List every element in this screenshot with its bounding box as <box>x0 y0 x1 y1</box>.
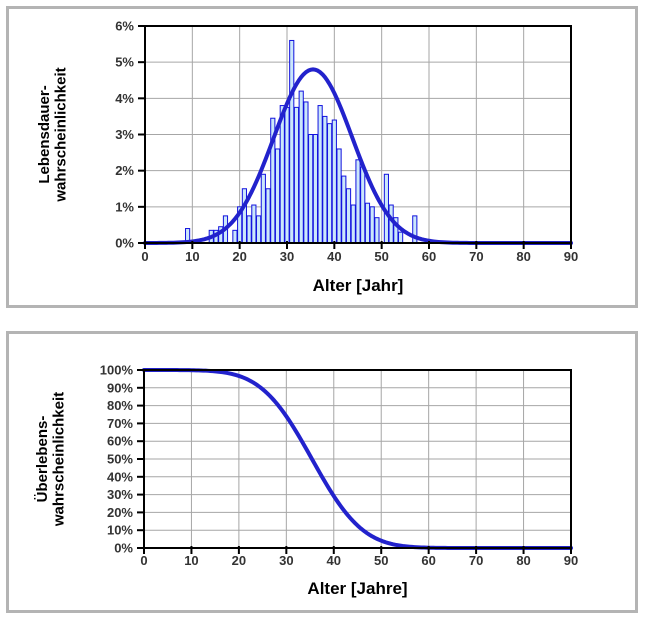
x-tick-label: 40 <box>327 553 341 568</box>
y-tick-label: 20% <box>107 505 133 520</box>
x-axis-tick-labels: 0 10 20 30 40 50 60 70 80 90 <box>140 553 578 568</box>
gridlines <box>144 370 571 548</box>
histogram-bar <box>345 188 352 244</box>
y-axis-title-group: Lebensdauer-wahrscheinlichkeit <box>36 67 70 202</box>
y-tick-label: 1% <box>115 199 134 214</box>
y-tick-label: 40% <box>107 469 133 484</box>
histogram-bar <box>256 215 262 244</box>
histogram-bar <box>388 204 394 244</box>
histogram-bars <box>185 39 418 244</box>
y-tick-label: 70% <box>107 416 133 431</box>
x-tick-label: 90 <box>564 553 578 568</box>
y-tick-label: 60% <box>107 434 133 449</box>
x-axis-title: Alter [Jahr] <box>313 276 404 295</box>
histogram-bar <box>246 215 252 244</box>
histogram-bar <box>303 101 309 244</box>
histogram-bar <box>308 134 314 244</box>
x-tick-label: 10 <box>184 553 198 568</box>
histogram-bar <box>260 173 266 244</box>
histogram-bar <box>241 188 247 244</box>
histogram-bar <box>374 217 380 244</box>
y-tick-label: 80% <box>107 398 133 413</box>
lifetime-probability-chart-panel: 0 10 20 30 40 50 60 70 80 90 0% 1% 2% 3% 4% 5% 6% Alter [… <box>6 6 638 308</box>
y-tick-label: 0% <box>114 541 133 556</box>
y-tick-label: 2% <box>115 163 134 178</box>
histogram-bar <box>312 134 318 244</box>
histogram-bar <box>327 123 333 244</box>
histogram-bar <box>364 202 371 244</box>
x-tick-label: 80 <box>516 553 530 568</box>
y-tick-label: 5% <box>115 55 134 70</box>
x-tick-label: 30 <box>279 553 293 568</box>
histogram-bar <box>274 148 281 244</box>
x-axis-tick-labels: 0 10 20 30 40 50 60 70 80 90 <box>141 249 578 264</box>
y-tick-label: 6% <box>115 19 134 34</box>
histogram-bar <box>322 115 328 244</box>
histogram-bar <box>369 206 375 244</box>
y-axis-title-line: wahrscheinlichkeit <box>53 67 70 202</box>
y-axis-tick-labels: 0% 1% 2% 3% 4% 5% 6% <box>115 19 134 251</box>
y-axis-title-line: Überlebens- <box>34 416 51 503</box>
x-tick-label: 40 <box>327 249 341 264</box>
y-axis-title-line: wahrscheinlichkeit <box>51 392 68 527</box>
lifetime-probability-chart: 0 10 20 30 40 50 60 70 80 90 0% 1% 2% 3% 4% 5% 6% Alter [… <box>36 19 578 296</box>
histogram-bar <box>279 105 285 244</box>
histogram-bar <box>350 204 356 244</box>
x-tick-label: 20 <box>232 553 246 568</box>
histogram-bar <box>336 148 342 244</box>
y-tick-label: 100% <box>100 363 134 378</box>
x-tick-label: 20 <box>232 249 246 264</box>
y-axis-ticks <box>138 25 145 244</box>
histogram-bar <box>317 105 323 244</box>
x-tick-label: 50 <box>374 249 388 264</box>
x-axis-ticks <box>143 546 572 554</box>
y-tick-label: 3% <box>115 127 134 142</box>
survival-probability-chart: 0 10 20 30 40 50 60 70 80 90 0% 10% 20% 30% 40% 50% 60% 7… <box>34 363 578 599</box>
histogram-bar <box>360 166 366 244</box>
y-tick-label: 0% <box>115 236 134 251</box>
survival-probability-chart-panel: 0 10 20 30 40 50 60 70 80 90 0% 10% 20% 30% 40% 50% 60% 7… <box>6 331 638 613</box>
y-axis-ticks <box>137 369 144 549</box>
histogram-bar <box>289 39 295 244</box>
histogram-bar <box>341 175 347 244</box>
histogram-bar <box>355 159 361 244</box>
y-axis-tick-labels: 0% 10% 20% 30% 40% 50% 60% 70% 80% 90% 100% <box>100 363 134 556</box>
x-tick-label: 70 <box>469 553 483 568</box>
histogram-bar <box>293 106 300 244</box>
histogram-bar <box>251 204 257 244</box>
histogram-bar <box>284 106 290 244</box>
y-axis-title-line: Lebensdauer- <box>36 85 53 183</box>
y-tick-label: 30% <box>107 487 133 502</box>
x-tick-label: 30 <box>280 249 294 264</box>
histogram-bar <box>232 229 238 244</box>
x-axis-title-group: Alter [Jahr] <box>313 276 404 295</box>
y-tick-label: 4% <box>115 91 134 106</box>
x-tick-label: 0 <box>141 249 148 264</box>
y-axis-title-group: Überlebens-wahrscheinlichkeit <box>34 392 68 527</box>
histogram-bar <box>331 119 337 244</box>
x-tick-label: 60 <box>421 553 435 568</box>
y-tick-label: 10% <box>107 523 133 538</box>
x-tick-label: 80 <box>516 249 530 264</box>
histogram-bar <box>265 188 271 244</box>
x-axis-title-group: Alter [Jahre] <box>307 579 407 598</box>
x-tick-label: 10 <box>185 249 199 264</box>
x-tick-label: 0 <box>140 553 147 568</box>
y-tick-label: 90% <box>107 380 133 395</box>
x-tick-label: 90 <box>564 249 578 264</box>
histogram-bar <box>298 90 304 244</box>
x-tick-label: 60 <box>422 249 436 264</box>
x-tick-label: 70 <box>469 249 483 264</box>
x-axis-title: Alter [Jahre] <box>307 579 407 598</box>
histogram-bar <box>398 231 404 244</box>
y-tick-label: 50% <box>107 452 133 467</box>
x-tick-label: 50 <box>374 553 388 568</box>
